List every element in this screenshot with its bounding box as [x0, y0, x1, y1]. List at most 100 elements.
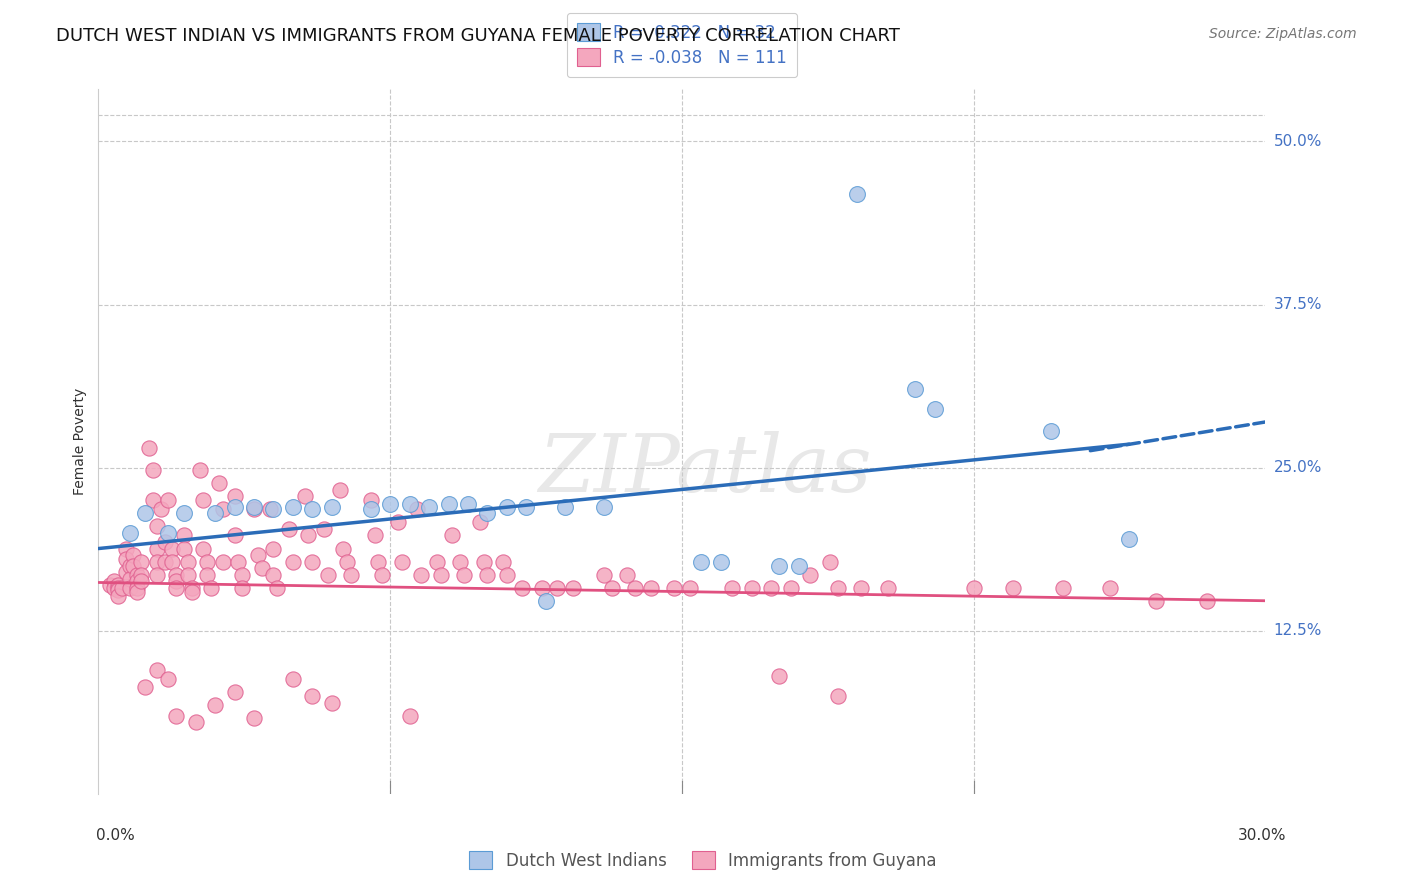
Point	[426, 555, 449, 569]
Point	[593, 500, 616, 514]
Point	[1001, 581, 1024, 595]
Point	[321, 500, 343, 514]
Text: ZIPatlas: ZIPatlas	[538, 431, 872, 508]
Point	[512, 581, 534, 595]
Point	[690, 555, 713, 569]
Point	[846, 186, 869, 201]
Point	[360, 493, 382, 508]
Point	[114, 565, 136, 579]
Text: 37.5%: 37.5%	[1274, 297, 1322, 312]
Point	[429, 567, 451, 582]
Point	[246, 548, 269, 562]
Point	[721, 581, 744, 595]
Point	[224, 489, 246, 503]
Point	[118, 572, 141, 586]
Point	[496, 500, 519, 514]
Point	[129, 574, 152, 589]
Point	[312, 522, 335, 536]
Point	[157, 525, 180, 540]
Point	[297, 528, 319, 542]
Point	[1040, 424, 1063, 438]
Point	[107, 581, 129, 595]
Point	[380, 497, 402, 511]
Text: DUTCH WEST INDIAN VS IMMIGRANTS FROM GUYANA FEMALE POVERTY CORRELATION CHART: DUTCH WEST INDIAN VS IMMIGRANTS FROM GUY…	[56, 27, 900, 45]
Point	[208, 476, 231, 491]
Point	[173, 528, 195, 542]
Point	[250, 561, 273, 575]
Point	[212, 502, 235, 516]
Point	[411, 567, 433, 582]
Point	[134, 506, 156, 520]
Point	[1195, 593, 1218, 607]
Point	[122, 548, 145, 562]
Point	[457, 497, 479, 511]
Point	[146, 663, 169, 677]
Point	[243, 711, 266, 725]
Point	[195, 567, 218, 582]
Point	[122, 558, 145, 573]
Point	[262, 502, 284, 516]
Point	[129, 567, 152, 582]
Point	[149, 502, 172, 516]
Point	[153, 535, 176, 549]
Text: 12.5%: 12.5%	[1274, 624, 1322, 639]
Point	[278, 522, 301, 536]
Point	[118, 581, 141, 595]
Point	[640, 581, 662, 595]
Point	[127, 574, 149, 589]
Point	[710, 555, 733, 569]
Text: 30.0%: 30.0%	[1239, 828, 1286, 843]
Point	[195, 555, 218, 569]
Point	[301, 689, 323, 703]
Text: Source: ZipAtlas.com: Source: ZipAtlas.com	[1209, 27, 1357, 41]
Y-axis label: Female Poverty: Female Poverty	[73, 388, 87, 495]
Point	[173, 506, 195, 520]
Point	[98, 578, 121, 592]
Point	[441, 528, 464, 542]
Point	[624, 581, 647, 595]
Point	[146, 567, 169, 582]
Point	[787, 558, 810, 573]
Point	[200, 581, 222, 595]
Point	[799, 567, 821, 582]
Point	[472, 555, 495, 569]
Point	[387, 516, 409, 530]
Point	[177, 567, 200, 582]
Text: 0.0%: 0.0%	[96, 828, 135, 843]
Point	[262, 567, 284, 582]
Point	[259, 502, 281, 516]
Point	[138, 441, 160, 455]
Point	[157, 493, 180, 508]
Point	[371, 567, 394, 582]
Point	[127, 581, 149, 595]
Point	[146, 519, 169, 533]
Point	[165, 708, 187, 723]
Point	[165, 581, 187, 595]
Point	[496, 567, 519, 582]
Point	[768, 669, 790, 683]
Point	[107, 578, 129, 592]
Point	[1098, 581, 1121, 595]
Point	[827, 581, 849, 595]
Point	[924, 401, 946, 416]
Point	[391, 555, 413, 569]
Point	[904, 382, 927, 396]
Legend: R =  0.322   N = 32, R = -0.038   N = 111: R = 0.322 N = 32, R = -0.038 N = 111	[567, 13, 797, 77]
Point	[173, 541, 195, 556]
Point	[228, 555, 250, 569]
Point	[162, 541, 184, 556]
Point	[157, 672, 180, 686]
Point	[165, 567, 187, 582]
Point	[449, 555, 471, 569]
Point	[534, 593, 557, 607]
Text: 25.0%: 25.0%	[1274, 460, 1322, 475]
Point	[877, 581, 900, 595]
Point	[162, 555, 184, 569]
Point	[103, 574, 125, 589]
Point	[477, 567, 499, 582]
Point	[398, 497, 420, 511]
Point	[492, 555, 515, 569]
Point	[662, 581, 685, 595]
Point	[266, 581, 288, 595]
Point	[562, 581, 585, 595]
